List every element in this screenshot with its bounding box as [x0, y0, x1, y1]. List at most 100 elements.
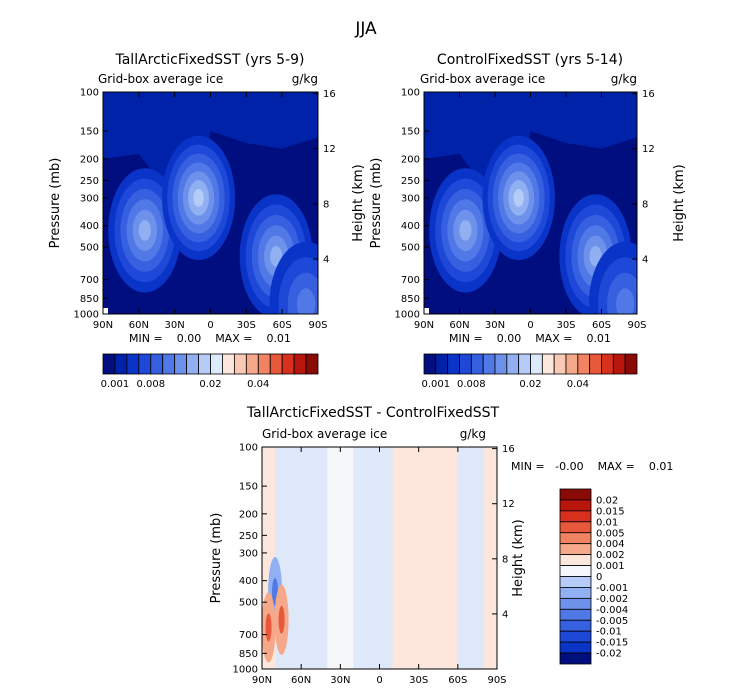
y-right-tick-label: 12 [642, 144, 655, 155]
colorbar-swatch [506, 353, 520, 375]
colorbar-swatch [114, 353, 128, 375]
x-tick-label: 90S [308, 320, 327, 331]
y-tick-label: 1000 [395, 310, 420, 321]
y-tick-label: 100 [239, 443, 258, 454]
colorbar-swatch [612, 353, 626, 375]
panel-difference: TallArcticFixedSST - ControlFixedSST Gri… [209, 405, 673, 686]
y-right-tick-label: 4 [642, 254, 648, 265]
x-tick-label: 0 [207, 320, 213, 331]
x-axis: 90N 60N 30N 0 30S 60S 90S [252, 447, 507, 686]
colorbar: 0.020.0150.010.0050.0040.0020.0010-0.001… [559, 488, 628, 665]
x-tick-label: 60S [592, 320, 611, 331]
colorbar-swatch [470, 353, 484, 375]
anomaly-contour [278, 605, 285, 634]
colorbar-label: 0.02 [596, 495, 618, 506]
panel-title: TallArcticFixedSST - ControlFixedSST [246, 405, 500, 421]
colorbar-swatch [102, 353, 116, 375]
y-tick-label: 300 [80, 193, 99, 204]
colorbar-swatch [423, 353, 437, 375]
colorbar-label: 0.001 [101, 379, 130, 390]
upper-ice-shelf [424, 92, 637, 208]
y-tick-label: 850 [239, 649, 258, 660]
y-tick-label: 200 [401, 154, 420, 165]
colorbar-swatch [162, 353, 176, 375]
colorbar-swatch [559, 488, 592, 501]
contour-level [193, 189, 204, 207]
panel-subtitle-left: Grid-box average ice [420, 72, 545, 86]
x-tick-label: 90S [627, 320, 646, 331]
colorbar-label: -0.002 [596, 594, 628, 605]
colorbar-swatch [126, 353, 140, 375]
colorbar-swatch [435, 353, 449, 375]
y-tick-label: 850 [80, 294, 99, 305]
contour-level [296, 288, 316, 314]
panel-subtitle-right: g/kg [460, 427, 486, 441]
colorbar-swatch [530, 353, 543, 375]
colorbar-swatch [559, 565, 592, 577]
colorbar-label: 0.005 [596, 528, 625, 539]
colorbar-swatch [210, 353, 223, 375]
colorbar-label: 0.02 [199, 379, 221, 390]
y-tick-label: 700 [401, 275, 420, 286]
contour-field [103, 92, 318, 314]
colorbar-swatch [222, 353, 235, 375]
colorbar-swatch [138, 353, 152, 375]
colorbar-swatch [559, 587, 592, 599]
page-title: JJA [354, 19, 377, 39]
colorbar-swatch [269, 353, 283, 375]
contour-level [270, 246, 283, 267]
x-tick-label: 30N [485, 320, 505, 331]
x-tick-label: 60N [129, 320, 149, 331]
colorbar-label: 0 [596, 572, 602, 583]
y-tick-label: 850 [401, 294, 420, 305]
colorbar-label: -0.005 [596, 616, 628, 627]
colorbar-label: 0.04 [247, 379, 269, 390]
y-tick-label: 150 [80, 127, 99, 138]
panel-subtitle-right: g/kg [611, 72, 637, 86]
panel-subtitle-left: Grid-box average ice [98, 72, 223, 86]
x-tick-label: 0 [527, 320, 533, 331]
panel-title: TallArcticFixedSST (yrs 5-9) [114, 52, 304, 68]
colorbar-label: 0.008 [457, 379, 486, 390]
colorbar-label: 0.004 [596, 539, 625, 550]
x-tick-label: 90N [252, 675, 272, 686]
x-tick-label: 60S [448, 675, 467, 686]
y-tick-label: 500 [239, 598, 258, 609]
y-axis: 100 150 200 250 300 400 500 700 850 1000 [233, 443, 267, 676]
y-right-tick-label: 4 [502, 609, 508, 620]
y-axis-right-label: Height (km) [351, 164, 366, 241]
x-tick-label: 30S [556, 320, 575, 331]
colorbar-label: -0.004 [596, 605, 628, 616]
colorbar-swatch [174, 353, 188, 375]
colorbar-swatch [624, 353, 638, 375]
colorbar-swatch [245, 353, 259, 375]
y-tick-label: 150 [239, 482, 258, 493]
y-tick-label: 150 [401, 127, 420, 138]
colorbar-swatch [559, 532, 592, 545]
panel-subtitle-right: g/kg [292, 72, 318, 86]
y-tick-label: 250 [239, 531, 258, 542]
x-tick-label: 90S [487, 675, 506, 686]
y-tick-label: 200 [239, 509, 258, 520]
surface-mask [424, 308, 429, 314]
colorbar-label: 0.01 [596, 517, 618, 528]
x-tick-label: 30S [237, 320, 256, 331]
y-tick-label: 500 [401, 243, 420, 254]
colorbar-swatch [257, 353, 271, 375]
colorbar-label: 0.002 [596, 550, 625, 561]
colorbar-swatch [459, 353, 472, 375]
anomaly-band [418, 447, 445, 669]
colorbar-label: -0.01 [596, 627, 622, 638]
y-tick-label: 200 [80, 154, 99, 165]
stats-text: MIN = -0.00 MAX = 0.01 [511, 460, 673, 473]
colorbar-swatch [559, 652, 592, 665]
colorbar-label: 0.02 [519, 379, 541, 390]
colorbar-swatch [559, 499, 592, 512]
colorbar-label: 0.015 [596, 506, 625, 517]
colorbar-label: 0.04 [567, 379, 589, 390]
y-right-tick-label: 16 [502, 444, 515, 455]
colorbar-swatch [150, 353, 164, 375]
y-tick-label: 1000 [233, 665, 258, 676]
colorbar-swatch [589, 353, 602, 375]
